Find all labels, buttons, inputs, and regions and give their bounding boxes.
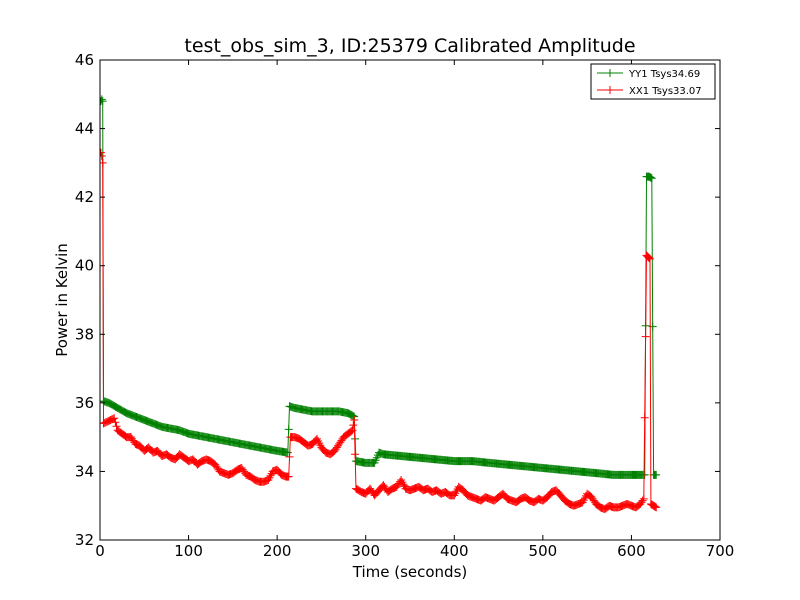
data-point-xx1 (652, 503, 661, 512)
data-point-yy1 (348, 411, 357, 420)
data-point-xx1 (350, 416, 359, 424)
data-point-xx1 (264, 476, 273, 484)
x-tick-label: 300 (351, 542, 380, 560)
data-point-xx1 (100, 148, 105, 157)
data-point-yy1 (646, 173, 654, 182)
legend: YY1 Tsys34.69 XX1 Tsys33.07 (590, 63, 716, 100)
ticks-layer: 0 100 200 300 400 500 600 700 32 34 36 38 40 42 44 46 (75, 51, 734, 560)
data-point-xx1 (313, 434, 321, 443)
data-point-yy1 (349, 412, 358, 420)
data-point-xx1 (646, 254, 654, 263)
legend-label-xx1: XX1 Tsys33.07 (629, 86, 702, 97)
data-point-xx1 (644, 253, 653, 262)
data-point-xx1 (640, 413, 649, 422)
data-point-yy1 (283, 448, 292, 457)
y-tick-label: 32 (75, 531, 94, 549)
data-point-yy1 (647, 174, 656, 183)
data-point-yy1 (100, 95, 106, 104)
chart-title: test_obs_sim_3, ID:25379 Calibrated Ampl… (184, 35, 635, 57)
data-point-xx1 (580, 494, 589, 502)
series-layer (100, 95, 661, 514)
x-tick-label: 0 (95, 542, 105, 560)
legend-label-yy1: YY1 Tsys34.69 (628, 69, 700, 80)
data-point-xx1 (110, 414, 119, 423)
data-point-xx1 (641, 332, 650, 341)
data-point-xx1 (452, 487, 461, 496)
data-point-xx1 (450, 491, 459, 500)
data-point-xx1 (112, 422, 121, 431)
data-point-xx1 (354, 485, 363, 494)
data-point-xx1 (347, 427, 356, 436)
y-tick-label: 36 (75, 394, 94, 412)
legend-box (590, 63, 716, 100)
data-point-xx1 (348, 426, 357, 435)
data-point-yy1 (640, 470, 649, 479)
data-point-xx1 (111, 418, 120, 427)
x-tick-label: 500 (529, 542, 558, 560)
plot-area (100, 60, 720, 540)
legend-marker-xx1 (606, 86, 614, 94)
data-point-xx1 (355, 486, 364, 495)
y-tick-label: 44 (75, 120, 94, 138)
data-point-xx1 (351, 450, 360, 459)
data-point-yy1 (646, 173, 655, 182)
data-point-xx1 (645, 254, 654, 262)
data-point-xx1 (100, 152, 106, 160)
data-point-yy1 (284, 425, 293, 434)
x-tick-label: 600 (617, 542, 646, 560)
data-point-xx1 (397, 476, 406, 484)
data-point-xx1 (399, 480, 408, 489)
x-tick-label: 200 (263, 542, 292, 560)
x-axis-label: Time (seconds) (352, 563, 468, 581)
data-point-xx1 (638, 496, 647, 505)
data-point-xx1 (639, 494, 648, 503)
y-tick-label: 34 (75, 462, 94, 480)
data-point-xx1 (352, 484, 360, 493)
data-point-xx1 (266, 471, 275, 480)
y-tick-label: 46 (75, 51, 94, 69)
y-tick-label: 40 (75, 257, 94, 275)
data-point-xx1 (579, 496, 588, 505)
x-tick-label: 100 (174, 542, 203, 560)
data-point-yy1 (652, 470, 661, 479)
legend-marker-yy1 (606, 69, 614, 77)
data-point-xx1 (314, 437, 323, 445)
y-tick-label: 38 (75, 325, 94, 343)
data-point-xx1 (650, 502, 659, 511)
data-point-xx1 (285, 452, 294, 461)
y-tick-label: 42 (75, 188, 94, 206)
y-axis-label: Power in Kelvin (53, 243, 71, 357)
plot-frame (99, 59, 721, 541)
x-tick-label: 400 (440, 542, 469, 560)
x-tick-label: 700 (706, 542, 735, 560)
data-point-xx1 (284, 472, 293, 481)
data-point-xx1 (349, 421, 358, 430)
